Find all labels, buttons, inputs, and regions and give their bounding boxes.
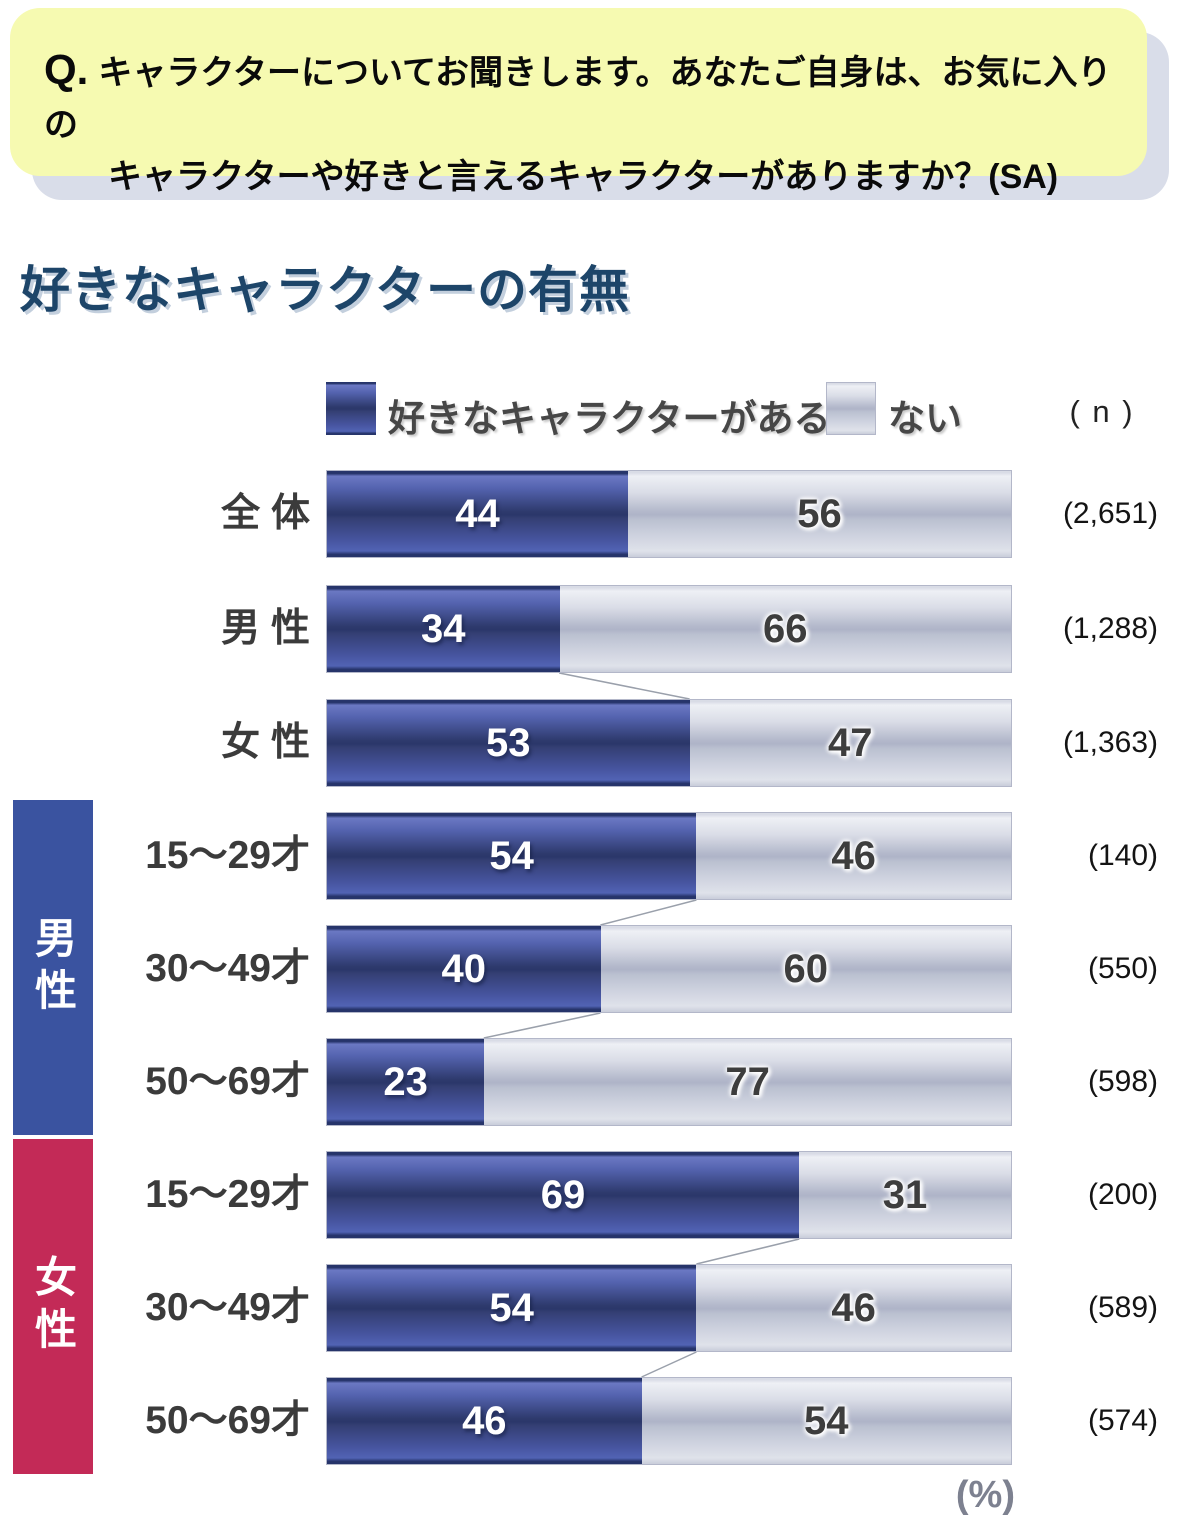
bar-segment-no: 66	[559, 586, 1011, 672]
category-label: 15〜29才	[145, 834, 310, 877]
table-row: 50〜69才 23 77 (598)	[0, 1038, 1177, 1126]
bar-value-no: 47	[828, 720, 873, 765]
bar-segment-no: 60	[600, 926, 1011, 1012]
category-label: 50〜69才	[145, 1060, 310, 1103]
question-prefix: Q.	[44, 46, 89, 93]
table-row: 50〜69才 46 54 (574)	[0, 1377, 1177, 1465]
legend-label-yes: 好きなキャラクターがある	[388, 398, 831, 439]
bar-segment-no: 31	[798, 1152, 1011, 1238]
bar-value-no: 77	[725, 1059, 770, 1104]
category-label: 男 性	[221, 607, 310, 650]
bar-segment-yes: 54	[327, 813, 697, 899]
bar-value-no: 54	[804, 1398, 849, 1443]
bar-segment-yes: 40	[327, 926, 601, 1012]
n-value: (2,651)	[1062, 497, 1158, 530]
connector-line	[600, 899, 697, 926]
bar-value-yes: 54	[489, 1285, 534, 1330]
bar-value-yes: 23	[383, 1059, 428, 1104]
n-value: (1,363)	[1062, 726, 1158, 759]
bar-value-yes: 69	[540, 1172, 586, 1217]
bar-value-yes: 54	[489, 833, 534, 878]
connector-line	[696, 1238, 800, 1265]
table-row: 15〜29才 54 46 (140)	[0, 812, 1177, 900]
n-value: (140)	[1087, 839, 1158, 872]
group-band: 男性	[13, 800, 93, 1135]
bar-value-no: 56	[797, 491, 842, 536]
category-label: 全 体	[221, 492, 310, 535]
stacked-bar: 54 46	[326, 1264, 1012, 1352]
legend-swatch-yes	[326, 382, 376, 435]
stacked-bar: 40 60	[326, 925, 1012, 1013]
bar-value-no: 66	[763, 606, 808, 651]
bar-value-no: 31	[882, 1172, 928, 1217]
n-value: (200)	[1087, 1178, 1158, 1211]
table-row: 全 体 44 56 (2,651)	[0, 470, 1177, 558]
category-label: 30〜49才	[145, 947, 310, 990]
question-line2: キャラクターや好きと言えるキャラクターがありますか？(SA)	[108, 158, 1059, 196]
n-value: (574)	[1087, 1404, 1158, 1437]
bar-segment-yes: 54	[327, 1265, 697, 1351]
category-label: 50〜69才	[145, 1399, 310, 1442]
connector-line	[641, 1351, 697, 1378]
stacked-bar: 23 77	[326, 1038, 1012, 1126]
bar-segment-no: 56	[627, 471, 1011, 557]
table-row: 30〜49才 54 46 (589)	[0, 1264, 1177, 1352]
stacked-bar: 53 47	[326, 699, 1012, 787]
legend-label-no: ない	[888, 398, 962, 439]
bar-segment-no: 46	[696, 813, 1011, 899]
group-band: 女性	[13, 1139, 93, 1474]
n-value: (589)	[1087, 1291, 1158, 1324]
n-value: (598)	[1087, 1065, 1158, 1098]
bar-segment-yes: 46	[327, 1378, 642, 1464]
bar-segment-yes: 44	[327, 471, 628, 557]
stacked-bar: 34 66	[326, 585, 1012, 673]
bar-segment-yes: 23	[327, 1039, 485, 1125]
category-label: 15〜29才	[145, 1173, 310, 1216]
question-text: Q. キャラクターについてお聞きします。あなたご自身は、お気に入りの キャラクター…	[10, 8, 1147, 203]
stacked-bar: 69 31	[326, 1151, 1012, 1239]
bar-segment-no: 54	[641, 1378, 1011, 1464]
bar-value-yes: 34	[421, 606, 466, 651]
n-value: (1,288)	[1062, 612, 1158, 645]
category-label: 女 性	[221, 721, 310, 764]
table-row: 女 性 53 47 (1,363)	[0, 699, 1177, 787]
legend-n-header: ( n )	[1069, 394, 1135, 429]
bar-segment-yes: 34	[327, 586, 560, 672]
chart-title: 好きなキャラクターの有無	[20, 262, 630, 318]
bar-segment-yes: 53	[327, 700, 690, 786]
bar-value-yes: 46	[462, 1398, 507, 1443]
bar-value-no: 46	[831, 1285, 876, 1330]
bar-segment-no: 77	[484, 1039, 1011, 1125]
question-box: Q. キャラクターについてお聞きします。あなたご自身は、お気に入りの キャラクター…	[10, 8, 1147, 196]
category-label: 30〜49才	[145, 1286, 310, 1329]
table-row: 30〜49才 40 60 (550)	[0, 925, 1177, 1013]
bar-value-yes: 53	[486, 720, 531, 765]
bar-value-no: 46	[831, 833, 876, 878]
question-line1: キャラクターについてお聞きします。あなたご自身は、お気に入りの	[44, 54, 1112, 144]
stacked-bar: 46 54	[326, 1377, 1012, 1465]
n-value: (550)	[1087, 952, 1158, 985]
legend-swatch-no	[826, 382, 876, 435]
connector-line	[559, 672, 690, 700]
bar-segment-no: 47	[689, 700, 1011, 786]
bar-segment-no: 46	[696, 1265, 1011, 1351]
group-band-label: 男性	[29, 915, 77, 1020]
connector-line	[483, 1012, 601, 1039]
stacked-bar: 44 56	[326, 470, 1012, 558]
table-row: 15〜29才 69 31 (200)	[0, 1151, 1177, 1239]
bar-value-no: 60	[783, 946, 829, 991]
table-row: 男 性 34 66 (1,288)	[0, 585, 1177, 673]
bar-value-yes: 44	[455, 491, 500, 536]
group-band-label: 女性	[29, 1254, 77, 1359]
bar-value-yes: 40	[441, 946, 487, 991]
unit-label: (%)	[955, 1474, 1015, 1516]
stacked-bar: 54 46	[326, 812, 1012, 900]
bar-segment-yes: 69	[327, 1152, 799, 1238]
